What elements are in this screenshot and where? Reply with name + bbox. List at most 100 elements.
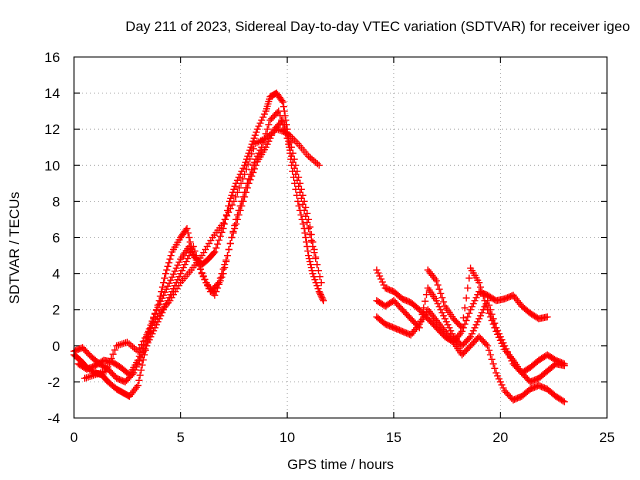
data-point [255, 122, 263, 130]
data-point [242, 188, 250, 196]
data-point [464, 284, 472, 292]
data-point [447, 327, 455, 335]
x-tick-label: 10 [279, 429, 295, 445]
data-point [81, 374, 89, 382]
data-point [242, 165, 250, 173]
data-point [169, 270, 177, 278]
data-point [317, 291, 325, 299]
data-point [298, 215, 306, 223]
data-point [484, 342, 492, 350]
data-point [313, 282, 321, 290]
data-point [218, 273, 226, 281]
grid [74, 57, 607, 418]
data-point [465, 309, 473, 317]
data-point [292, 161, 300, 169]
data-point [434, 281, 442, 289]
data-point [154, 303, 162, 311]
data-point [494, 330, 502, 338]
data-point [457, 322, 465, 330]
data-point [287, 143, 295, 151]
data-point [280, 103, 288, 111]
data-point [162, 270, 170, 278]
data-point [158, 283, 166, 291]
data-point [160, 279, 168, 287]
data-point [228, 191, 236, 199]
data-point [302, 238, 310, 246]
data-point [305, 224, 313, 232]
data-point [307, 264, 315, 272]
data-point [134, 356, 142, 364]
data-point [465, 334, 473, 342]
data-point [477, 283, 485, 291]
data-point [475, 279, 483, 287]
data-point [109, 350, 117, 358]
x-tick-label: 15 [386, 429, 402, 445]
data-point [174, 261, 182, 269]
data-point [310, 246, 318, 254]
data-point [106, 359, 114, 367]
data-point [303, 209, 311, 217]
data-point [484, 306, 492, 314]
data-point [437, 289, 445, 297]
data-point [477, 312, 485, 320]
data-point [236, 206, 244, 214]
data-point [102, 367, 110, 375]
data-point [184, 229, 192, 237]
data-point [496, 336, 504, 344]
data-point [252, 128, 260, 136]
data-point [265, 121, 273, 129]
data-point [435, 303, 443, 311]
data-point [319, 297, 327, 305]
data-point [317, 292, 325, 300]
data-point [491, 324, 499, 332]
data-point [230, 185, 238, 193]
data-point [241, 193, 249, 201]
data-point [82, 374, 90, 382]
data-point [421, 297, 429, 305]
data-point [499, 342, 507, 350]
data-point [306, 223, 314, 231]
data-point [317, 279, 325, 287]
data-point [198, 269, 206, 277]
data-point [299, 191, 307, 199]
data-point [196, 265, 204, 273]
data-point [138, 361, 146, 369]
data-point [380, 281, 388, 289]
data-point [378, 278, 386, 286]
data-point [201, 275, 209, 283]
data-point [241, 161, 249, 169]
data-point [469, 327, 477, 335]
data-point [235, 184, 243, 192]
data-point [175, 258, 183, 266]
data-point [311, 276, 319, 284]
data-marks [70, 89, 568, 406]
data-point [373, 266, 381, 274]
chart-title: Day 211 of 2023, Sidereal Day-to-day VTE… [125, 18, 630, 34]
data-point [489, 320, 497, 328]
data-point [495, 375, 503, 383]
data-point [442, 318, 450, 326]
data-point [160, 291, 168, 299]
data-point [183, 224, 191, 232]
data-point [491, 364, 499, 372]
data-point [251, 131, 259, 139]
data-point [233, 188, 241, 196]
data-point [136, 371, 144, 379]
data-point [488, 355, 496, 363]
y-tick-label: 14 [44, 85, 60, 101]
data-point [498, 339, 506, 347]
series-track-4 [81, 125, 323, 382]
x-tick-label: 5 [177, 429, 185, 445]
data-point [167, 252, 175, 260]
data-point [303, 218, 311, 226]
data-point [258, 116, 266, 124]
data-point [279, 98, 287, 106]
data-point [178, 267, 186, 275]
x-tick-label: 20 [493, 429, 509, 445]
data-point [167, 276, 175, 284]
data-point [482, 301, 490, 309]
data-point [186, 238, 194, 246]
series-track-7 [373, 306, 568, 406]
data-point [235, 173, 243, 181]
data-point [260, 110, 268, 118]
